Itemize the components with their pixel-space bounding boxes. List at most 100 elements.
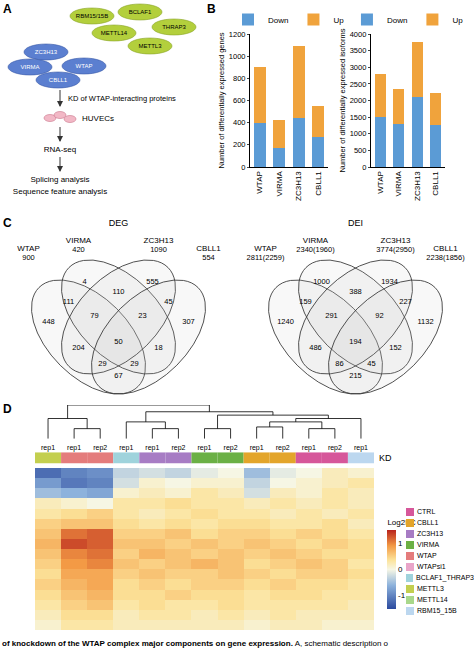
- svg-text:204: 204: [72, 343, 85, 352]
- svg-text:18: 18: [154, 343, 162, 352]
- svg-text:rep2: rep2: [171, 444, 185, 452]
- svg-text:ZC3H13: ZC3H13: [35, 49, 58, 55]
- svg-text:1000: 1000: [229, 52, 246, 61]
- svg-text:555: 555: [146, 277, 159, 286]
- svg-text:VIRMA: VIRMA: [303, 236, 329, 245]
- svg-text:448: 448: [42, 317, 55, 326]
- svg-text:METTL3: METTL3: [138, 43, 162, 49]
- svg-text:Number of differentially expre: Number of differentially expressed genes: [217, 32, 226, 168]
- svg-text:WTAP: WTAP: [76, 63, 93, 69]
- svg-text:CBLL1: CBLL1: [196, 244, 221, 253]
- svg-text:3000: 3000: [350, 63, 367, 72]
- svg-text:METTL14: METTL14: [101, 30, 128, 36]
- svg-text:KD of WTAP-interacting protein: KD of WTAP-interacting proteins: [68, 94, 176, 103]
- svg-text:388: 388: [349, 287, 362, 296]
- svg-text:rep2: rep2: [224, 444, 238, 452]
- svg-text:Down: Down: [268, 16, 288, 25]
- svg-text:rep1: rep1: [119, 444, 133, 452]
- svg-text:CBLL1: CBLL1: [431, 171, 440, 196]
- svg-text:45: 45: [164, 297, 172, 306]
- svg-text:1090: 1090: [150, 245, 167, 254]
- svg-text:VIRMA: VIRMA: [394, 171, 403, 197]
- svg-text:rep1: rep1: [41, 444, 55, 452]
- svg-text:67: 67: [114, 371, 122, 380]
- svg-text:420: 420: [72, 245, 85, 254]
- svg-text:ZC3H13: ZC3H13: [144, 236, 174, 245]
- svg-text:rep1: rep1: [197, 444, 211, 452]
- svg-text:1132: 1132: [417, 317, 433, 326]
- svg-text:152: 152: [389, 343, 402, 352]
- svg-text:Down: Down: [387, 16, 407, 25]
- svg-text:3500: 3500: [350, 46, 367, 55]
- svg-text:-1: -1: [398, 591, 406, 600]
- svg-text:Splicing analysis: Splicing analysis: [30, 175, 89, 184]
- svg-text:ZC3H13: ZC3H13: [294, 171, 303, 201]
- svg-text:1934: 1934: [381, 277, 398, 286]
- svg-text:CBLL1: CBLL1: [49, 77, 68, 83]
- svg-text:1: 1: [398, 539, 403, 548]
- svg-text:RBM15/15B: RBM15/15B: [76, 13, 108, 19]
- svg-text:2000: 2000: [350, 96, 367, 105]
- svg-text:4000: 4000: [350, 30, 367, 39]
- svg-text:CBLL1: CBLL1: [314, 171, 323, 196]
- svg-text:110: 110: [113, 287, 125, 296]
- svg-text:2811(2259): 2811(2259): [247, 253, 285, 262]
- svg-text:1000: 1000: [313, 277, 330, 286]
- svg-text:VIRMA: VIRMA: [66, 236, 92, 245]
- svg-text:29: 29: [98, 359, 106, 368]
- svg-text:Sequence feature analysis: Sequence feature analysis: [13, 187, 107, 196]
- svg-text:rep1: rep1: [67, 444, 81, 452]
- svg-text:rep2: rep2: [93, 444, 107, 452]
- svg-text:215: 215: [349, 371, 362, 380]
- svg-text:THRAP3: THRAP3: [162, 24, 186, 30]
- svg-text:307: 307: [182, 317, 195, 326]
- svg-text:400: 400: [233, 118, 246, 127]
- svg-text:KD: KD: [379, 453, 392, 463]
- svg-text:1500: 1500: [350, 113, 367, 122]
- svg-text:WTAP: WTAP: [255, 171, 264, 194]
- svg-text:rep1: rep1: [302, 444, 316, 452]
- svg-text:rep1: rep1: [250, 444, 264, 452]
- svg-text:WTAP: WTAP: [376, 171, 385, 194]
- svg-text:2500: 2500: [350, 80, 367, 89]
- svg-text:Up: Up: [333, 16, 344, 25]
- svg-text:4: 4: [82, 277, 86, 286]
- svg-text:227: 227: [399, 297, 412, 306]
- svg-text:DEG: DEG: [109, 218, 129, 228]
- svg-text:2340(1960): 2340(1960): [296, 245, 335, 254]
- svg-text:rep2: rep2: [276, 444, 290, 452]
- svg-text:800: 800: [233, 74, 246, 83]
- svg-text:BCLAF1: BCLAF1: [129, 9, 152, 15]
- svg-text:Number of differentially expre: Number of differentially expressed isofo…: [338, 28, 347, 172]
- svg-text:3774(2950): 3774(2950): [376, 245, 415, 254]
- svg-text:rep2: rep2: [328, 444, 342, 452]
- svg-text:79: 79: [90, 311, 98, 320]
- svg-text:0: 0: [241, 163, 245, 172]
- svg-text:86: 86: [335, 359, 343, 368]
- svg-text:45: 45: [367, 359, 375, 368]
- svg-text:159: 159: [299, 297, 312, 306]
- svg-text:500: 500: [354, 146, 367, 155]
- svg-text:23: 23: [138, 311, 146, 320]
- svg-text:CBLL1: CBLL1: [433, 244, 458, 253]
- svg-text:600: 600: [233, 96, 246, 105]
- svg-text:0: 0: [362, 163, 366, 172]
- svg-text:VIRMA: VIRMA: [20, 64, 39, 70]
- svg-text:ZC3H13: ZC3H13: [413, 171, 422, 201]
- svg-text:WTAP: WTAP: [17, 244, 40, 253]
- svg-text:ZC3H13: ZC3H13: [381, 236, 411, 245]
- svg-text:1200: 1200: [229, 30, 246, 39]
- svg-text:29: 29: [130, 359, 138, 368]
- svg-text:50: 50: [114, 337, 122, 346]
- svg-text:DEI: DEI: [348, 218, 363, 228]
- svg-text:2238(1856): 2238(1856): [426, 253, 465, 262]
- svg-text:900: 900: [22, 253, 35, 262]
- svg-text:RNA-seq: RNA-seq: [44, 145, 76, 154]
- svg-text:291: 291: [325, 311, 338, 320]
- svg-text:486: 486: [309, 343, 322, 352]
- svg-text:1240: 1240: [277, 317, 294, 326]
- svg-text:200: 200: [233, 140, 246, 149]
- svg-text:1000: 1000: [350, 129, 367, 138]
- svg-text:WTAP: WTAP: [254, 244, 277, 253]
- svg-text:554: 554: [202, 253, 215, 262]
